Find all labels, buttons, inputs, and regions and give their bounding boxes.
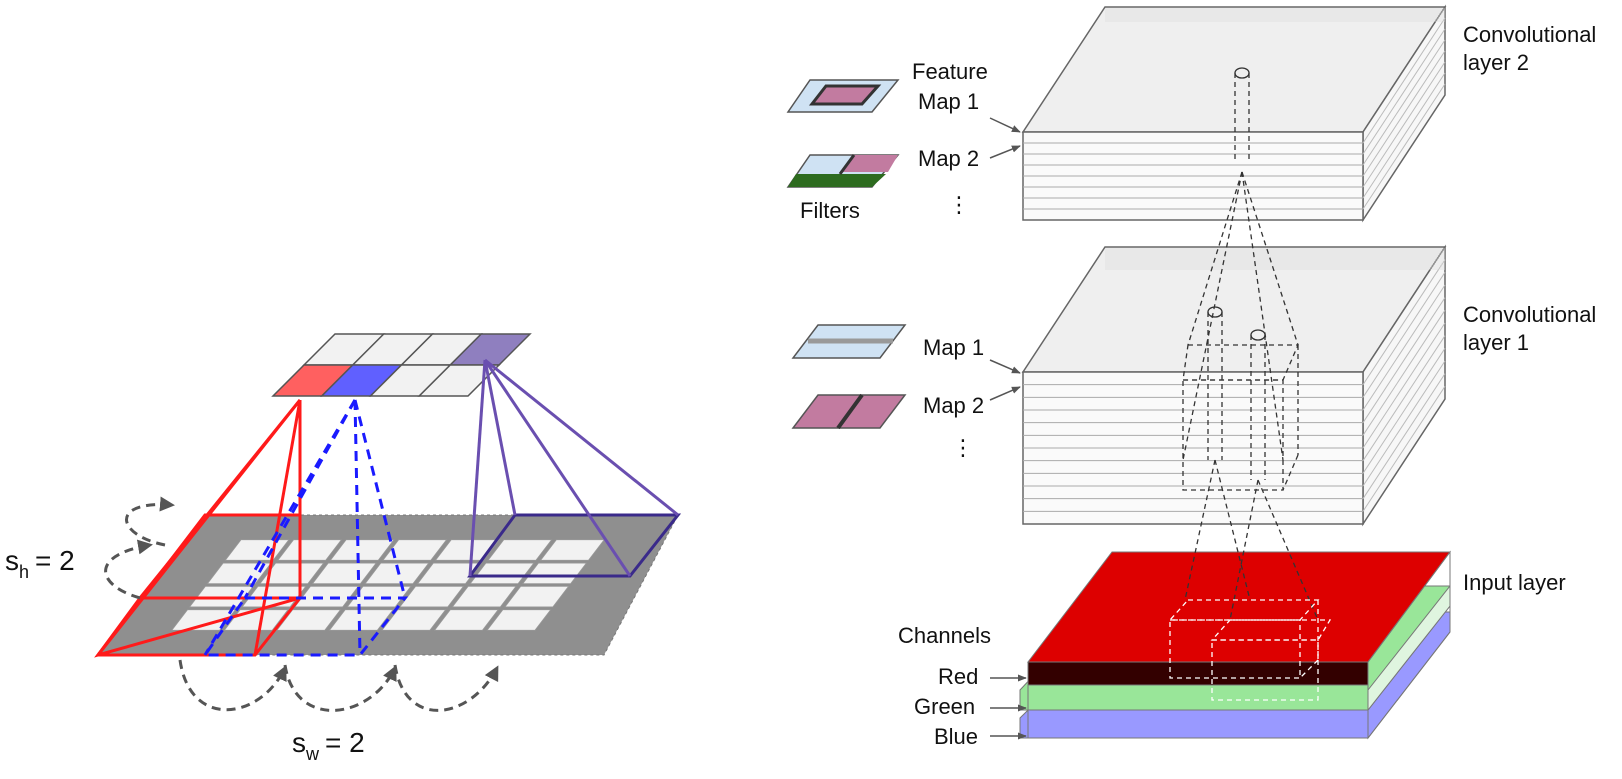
input-cell bbox=[346, 586, 412, 608]
conv-layer-1-block bbox=[1021, 244, 1447, 527]
stride-h-arrows bbox=[104, 496, 175, 600]
block-slice-line bbox=[1362, 310, 1446, 436]
input-cell bbox=[277, 539, 343, 561]
block-slice-line bbox=[1362, 335, 1446, 461]
stride-diagram: sh = 2 sw = 2 bbox=[5, 333, 682, 764]
conv-layer-2-label-line2: layer 2 bbox=[1463, 50, 1529, 75]
block-slice-line bbox=[1362, 348, 1446, 474]
input-cell bbox=[329, 539, 395, 561]
filters-label: Filters bbox=[800, 198, 860, 223]
input-cell bbox=[539, 539, 605, 561]
conv-layer-2-block bbox=[1021, 4, 1447, 223]
stride-h-label: sh = 2 bbox=[5, 545, 75, 582]
block-slice-line bbox=[1362, 83, 1446, 210]
block-slice-line bbox=[1362, 297, 1446, 423]
channel-green-label: Green bbox=[914, 694, 975, 719]
block-slice-line bbox=[1362, 28, 1446, 155]
conv2-ellipsis: ⋮ bbox=[948, 192, 970, 217]
block-slice-line bbox=[1362, 322, 1446, 449]
conv2-map1-label: Map 1 bbox=[918, 89, 979, 114]
block-slice-line bbox=[1362, 50, 1446, 177]
channel-red-label: Red bbox=[938, 664, 978, 689]
input-cell bbox=[382, 539, 448, 561]
block-slice-line bbox=[1362, 373, 1446, 499]
conv-layer-1-label-line2: layer 1 bbox=[1463, 330, 1529, 355]
channel-blue-label: Blue bbox=[934, 724, 978, 749]
conv1-map2-label: Map 2 bbox=[923, 393, 984, 418]
block-slice-line bbox=[1362, 272, 1446, 398]
conv-layer-2-label-line1: Convolutional bbox=[1463, 22, 1596, 47]
input-cell bbox=[328, 609, 394, 631]
filters-legend: Feature Map 1 Map 2 Filters ⋮ bbox=[786, 59, 1021, 223]
input-cell bbox=[451, 586, 517, 608]
stride-w-symbol: s bbox=[292, 727, 306, 758]
block-slice-line bbox=[1362, 72, 1446, 199]
channels-legend: Channels Red Green Blue bbox=[898, 623, 1027, 749]
blue-receptive-field bbox=[202, 399, 409, 657]
stride-h-subscript: h bbox=[19, 562, 29, 582]
input-cell bbox=[486, 609, 552, 631]
output-grid bbox=[271, 333, 532, 397]
input-cell bbox=[171, 609, 237, 631]
block-slice-line bbox=[1362, 39, 1446, 166]
stride-w-subscript: w bbox=[305, 744, 320, 764]
block-slice-line bbox=[1362, 61, 1446, 188]
output-cell bbox=[417, 364, 501, 397]
input-grid-cells bbox=[171, 539, 605, 631]
layer1-legend: Map 1 Map 2 ⋮ bbox=[791, 324, 1021, 460]
input-cell bbox=[259, 562, 325, 584]
input-cell bbox=[311, 562, 377, 584]
input-cell bbox=[504, 586, 570, 608]
conv1-ellipsis: ⋮ bbox=[952, 435, 974, 460]
block-slice-line bbox=[1362, 259, 1446, 385]
input-cell bbox=[381, 609, 447, 631]
input-cell bbox=[276, 609, 342, 631]
block-slice-line bbox=[1362, 386, 1446, 512]
input-cell bbox=[433, 609, 499, 631]
input-cell bbox=[487, 539, 553, 561]
input-cell bbox=[416, 562, 483, 584]
feature-label: Feature bbox=[912, 59, 988, 84]
input-layer-label: Input layer bbox=[1463, 570, 1566, 595]
stride-w-arrows bbox=[178, 659, 499, 712]
stride-w-label: sw = 2 bbox=[292, 727, 365, 764]
block-slice-line bbox=[1362, 284, 1446, 411]
purple-receptive-field bbox=[467, 358, 682, 578]
conv2-map2-label: Map 2 bbox=[918, 146, 979, 171]
block-slice-line bbox=[1362, 17, 1446, 144]
input-layer-block bbox=[1019, 550, 1451, 740]
block-slice-line bbox=[1362, 360, 1446, 487]
stride-h-value: = 2 bbox=[35, 545, 75, 576]
stride-h-symbol: s bbox=[5, 545, 19, 576]
conv-layer-1-label-line1: Convolutional bbox=[1463, 302, 1596, 327]
conv1-map1-label: Map 1 bbox=[923, 335, 984, 360]
stride-w-value: = 2 bbox=[325, 727, 365, 758]
channels-title: Channels bbox=[898, 623, 991, 648]
input-cell bbox=[364, 562, 430, 584]
receptive-field-connections bbox=[1168, 67, 1332, 701]
